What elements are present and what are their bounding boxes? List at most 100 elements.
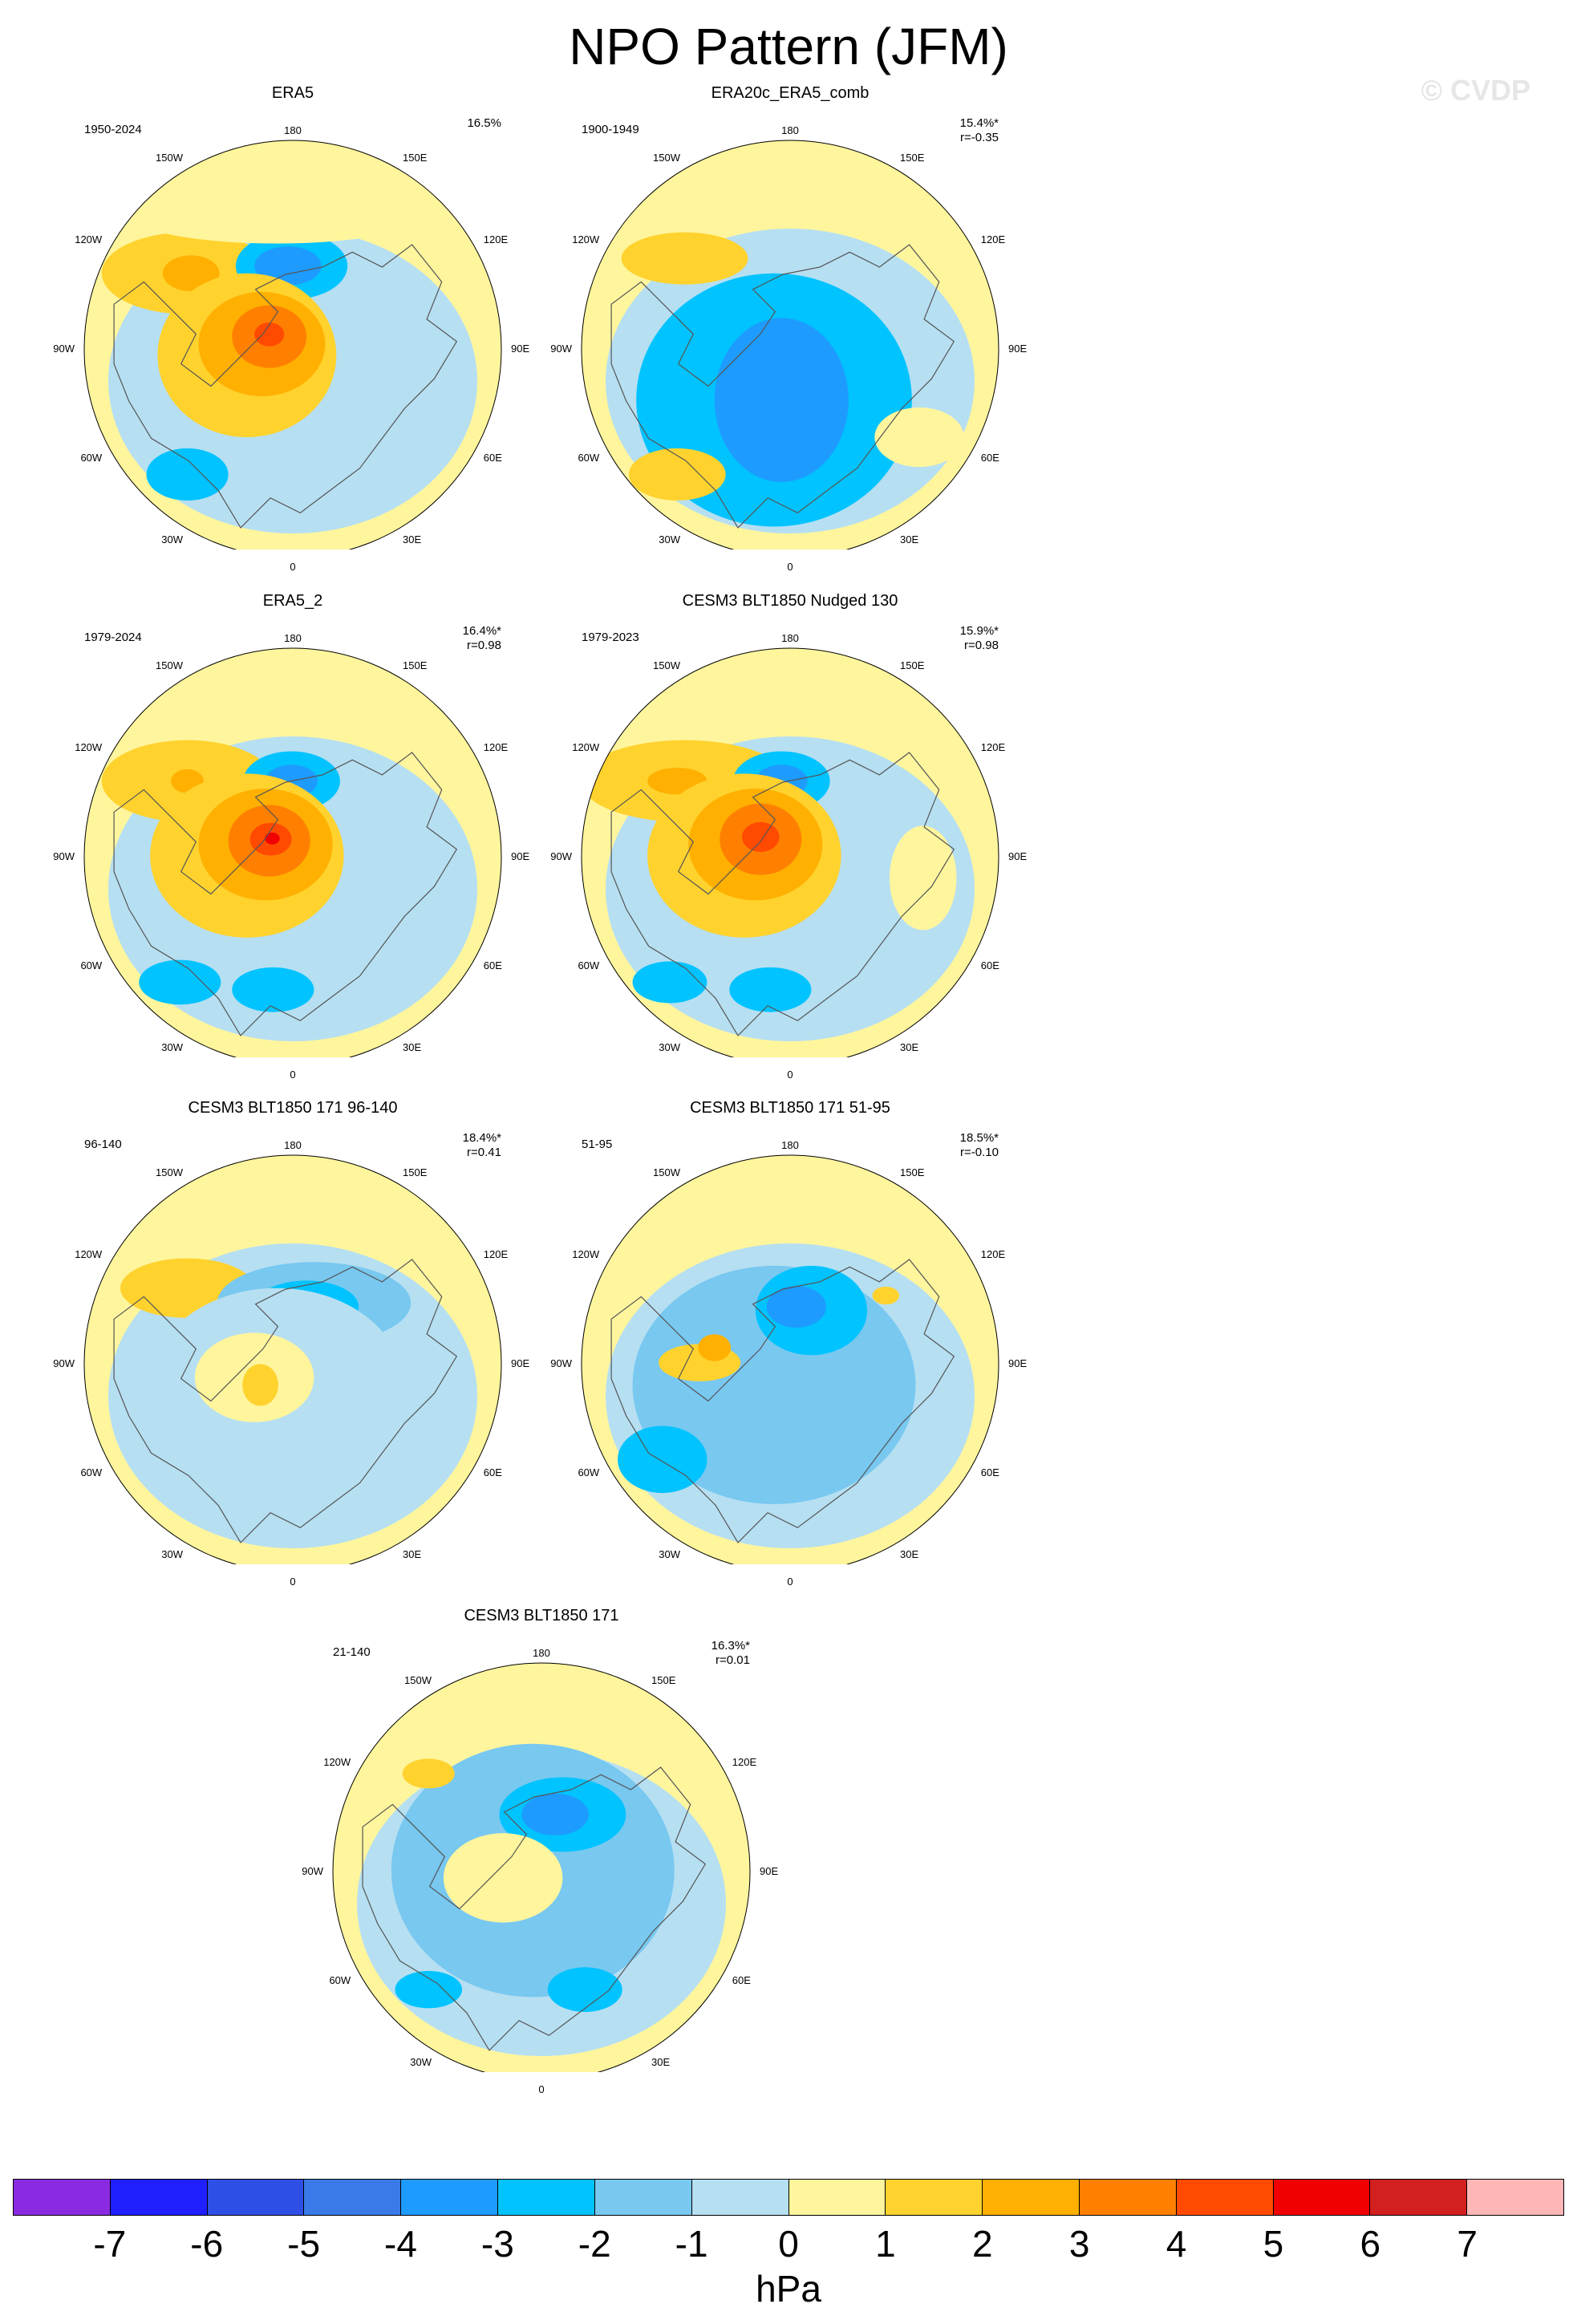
longitude-label: 90E: [511, 343, 530, 355]
colorbar-swatch: [1176, 2180, 1274, 2215]
panel-title: CESM3 BLT1850 171 96-140: [188, 1099, 398, 1117]
colorbar-swatch: [401, 2180, 499, 2215]
longitude-label: 180: [781, 1139, 799, 1151]
colorbar-tick-label: 7: [1457, 2223, 1478, 2265]
years-label: 96-140: [84, 1138, 122, 1151]
colorbar-swatch: [886, 2180, 983, 2215]
variance-percent: 18.5%*: [959, 1131, 999, 1145]
polar-map: [83, 1154, 502, 1564]
panel-title: ERA5: [271, 84, 314, 102]
years-label: 51-95: [582, 1138, 613, 1151]
longitude-label: 30W: [659, 533, 680, 546]
longitude-label: 120W: [572, 233, 600, 245]
colorbar-tick-label: -2: [578, 2223, 611, 2265]
longitude-label: 30W: [659, 1040, 680, 1053]
variance-label: 16.3%* r=0.01: [711, 1639, 750, 1668]
longitude-label: 30E: [403, 533, 422, 546]
longitude-label: 180: [533, 1647, 550, 1659]
polar-map: [83, 647, 502, 1057]
longitude-label: 60E: [483, 959, 502, 971]
colorbar-swatch: [691, 2180, 789, 2215]
longitude-label: 90W: [550, 1357, 572, 1369]
longitude-label: 30E: [900, 1547, 919, 1560]
colorbar-swatch: [498, 2180, 595, 2215]
variance-label: 18.5%* r=-0.10: [960, 1131, 999, 1160]
colorbar-tick-label: 1: [875, 2223, 896, 2265]
polar-map: [581, 647, 999, 1057]
variance-label: 15.9%* r=0.98: [960, 624, 999, 653]
colorbar-tick-label: 6: [1360, 2223, 1381, 2265]
longitude-label: 150W: [156, 1166, 183, 1179]
colorbar-tick-label: -1: [675, 2223, 708, 2265]
longitude-label: 120W: [572, 741, 600, 753]
panel-title: CESM3 BLT1850 171: [464, 1607, 619, 1624]
variance-percent: 15.9%*: [959, 624, 999, 638]
years-label: 1900-1949: [582, 123, 639, 136]
panel-title: CESM3 BLT1850 171 51-95: [690, 1099, 890, 1117]
longitude-label: 90E: [1008, 1357, 1028, 1369]
colorbar-swatch: [14, 2180, 111, 2215]
longitude-label: 90W: [53, 850, 75, 862]
longitude-label: 0: [787, 1069, 793, 1081]
variance-percent: 18.4%*: [462, 1131, 501, 1145]
variance-percent: 16.3%*: [711, 1639, 750, 1653]
longitude-label: 0: [787, 1576, 793, 1588]
longitude-label: 120E: [483, 233, 509, 245]
longitude-label: 180: [284, 124, 302, 136]
longitude-label: 30W: [161, 533, 183, 546]
colorbar-swatch: [207, 2180, 305, 2215]
variance-label: 15.4%* r=-0.35: [960, 116, 999, 145]
polar-map: [332, 1662, 751, 2072]
colorbar-tick-label: -3: [480, 2223, 514, 2265]
colorbar-swatch: [788, 2180, 886, 2215]
map-panel: ERA5_2 180 150E 120E 90E 60E 30E 0 30W 60W 90W 120W…: [44, 592, 541, 1089]
cvdp-watermark: © CVDP: [1421, 74, 1530, 107]
colorbar-tick-label: 0: [778, 2223, 799, 2265]
longitude-label: 150E: [403, 659, 428, 672]
longitude-label: 120E: [980, 233, 1006, 245]
panel-title: CESM3 BLT1850 Nudged 130: [682, 592, 898, 610]
colorbar-tick-label: 4: [1166, 2223, 1187, 2265]
longitude-label: 150W: [653, 152, 680, 164]
longitude-label: 150W: [156, 659, 183, 672]
longitude-label: 180: [781, 124, 799, 136]
longitude-label: 30W: [161, 1547, 183, 1560]
longitude-label: 30E: [403, 1040, 422, 1053]
variance-label: 18.4%* r=0.41: [463, 1131, 501, 1160]
colorbar-swatch: [304, 2180, 402, 2215]
longitude-label: 60E: [483, 452, 502, 464]
colorbar-tick-label: -6: [190, 2223, 224, 2265]
longitude-label: 90E: [511, 1357, 530, 1369]
panel-title: ERA5_2: [262, 592, 323, 610]
variance-percent: 16.4%*: [462, 624, 501, 638]
years-label: 1950-2024: [84, 123, 142, 136]
longitude-label: 120W: [75, 741, 103, 753]
figure-title: NPO Pattern (JFM): [569, 18, 1008, 75]
colorbar-swatch: [594, 2180, 692, 2215]
longitude-label: 180: [284, 1139, 302, 1151]
longitude-label: 0: [290, 1069, 296, 1081]
colorbar-tick-label: 2: [971, 2223, 993, 2265]
longitude-label: 180: [781, 632, 799, 644]
colorbar-swatch: [1370, 2180, 1468, 2215]
pattern-correlation: r=0.98: [964, 639, 999, 652]
longitude-label: 150E: [651, 1674, 676, 1687]
pattern-correlation: r=-0.35: [960, 131, 999, 144]
longitude-label: 150E: [900, 152, 925, 164]
colorbar-swatch: [1079, 2180, 1177, 2215]
colorbar-units: hPa: [756, 2268, 821, 2310]
colorbar-tick-label: 5: [1263, 2223, 1284, 2265]
longitude-label: 90W: [53, 343, 75, 355]
longitude-label: 60E: [980, 452, 999, 464]
longitude-label: 60W: [80, 959, 103, 971]
colorbar-tick-label: -4: [384, 2223, 417, 2265]
variance-percent: 15.4%*: [959, 116, 999, 130]
longitude-label: 90E: [760, 1865, 779, 1877]
longitude-label: 120E: [732, 1756, 757, 1768]
longitude-label: 120W: [323, 1756, 351, 1768]
longitude-label: 0: [787, 561, 793, 573]
longitude-label: 60E: [732, 1974, 751, 1986]
longitude-label: 150E: [403, 152, 428, 164]
pattern-correlation: r=0.01: [716, 1653, 750, 1667]
pattern-correlation: r=0.98: [467, 639, 501, 652]
